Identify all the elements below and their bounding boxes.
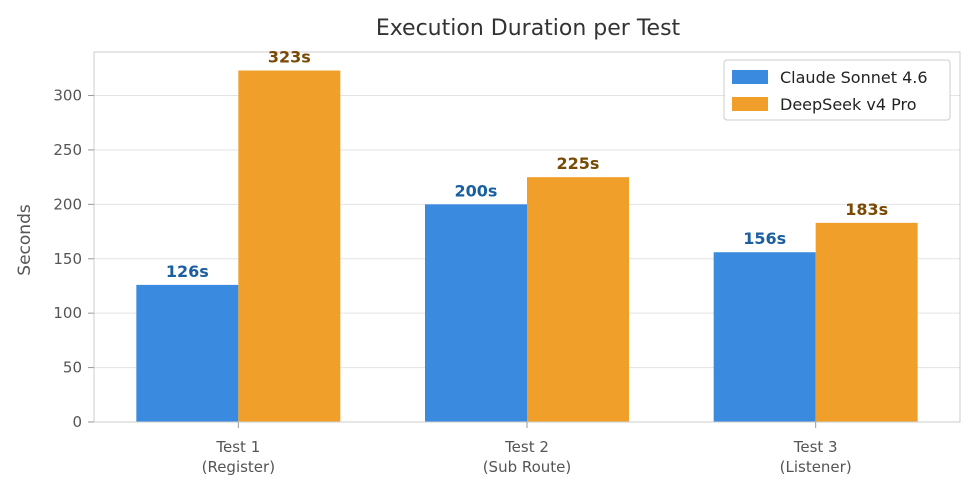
y-tick-label-200: 200 [53, 195, 82, 213]
bar-1-1 [136, 284, 239, 422]
bar-2-3 [815, 222, 918, 422]
x-tick-label-3-line-1: Test 3 [793, 438, 838, 456]
y-axis-ticks: 0 50 100 150 200 250 300 [53, 87, 94, 431]
bar-2-1 [238, 70, 341, 422]
y-tick-label-100: 100 [53, 304, 82, 322]
x-tick-label-1-line-1: Test 1 [215, 438, 260, 456]
y-tick-label-0: 0 [72, 413, 82, 431]
legend-swatch-2 [732, 97, 768, 111]
data-labels: 126s 323s 200s 225s 156s 183s [166, 48, 888, 281]
bar-1-3 [713, 252, 816, 422]
legend-swatch-1 [732, 70, 768, 84]
chart-title: Execution Duration per Test [376, 16, 681, 41]
x-tick-label-1-line-2: (Register) [202, 458, 275, 476]
y-tick-label-150: 150 [53, 250, 82, 268]
data-label-2-1: 323s [268, 48, 311, 67]
x-tick-label-2-line-1: Test 2 [504, 438, 549, 456]
data-label-2-3: 183s [845, 200, 888, 219]
data-label-2-2: 225s [557, 154, 600, 173]
legend-label-1: Claude Sonnet 4.6 [780, 68, 928, 87]
bar-2-2 [527, 177, 629, 422]
y-tick-label-50: 50 [63, 359, 82, 377]
data-label-1-3: 156s [743, 229, 786, 248]
legend-label-2: DeepSeek v4 Pro [780, 95, 916, 114]
x-tick-label-3-line-2: (Listener) [780, 458, 852, 476]
bars [136, 70, 918, 422]
x-tick-label-2-line-2: (Sub Route) [483, 458, 572, 476]
data-label-1-1: 126s [166, 262, 209, 281]
data-label-1-2: 200s [455, 181, 498, 200]
bar-1-2 [425, 204, 527, 422]
y-tick-label-250: 250 [53, 141, 82, 159]
legend-box [723, 59, 951, 121]
y-axis-label: Seconds [15, 204, 35, 276]
x-axis-ticks: Test 1 (Register) Test 2 (Sub Route) Test 3 (… [202, 422, 852, 476]
legend: Claude Sonnet 4.6 DeepSeek v4 Pro [723, 59, 951, 121]
y-tick-label-300: 300 [53, 87, 82, 105]
